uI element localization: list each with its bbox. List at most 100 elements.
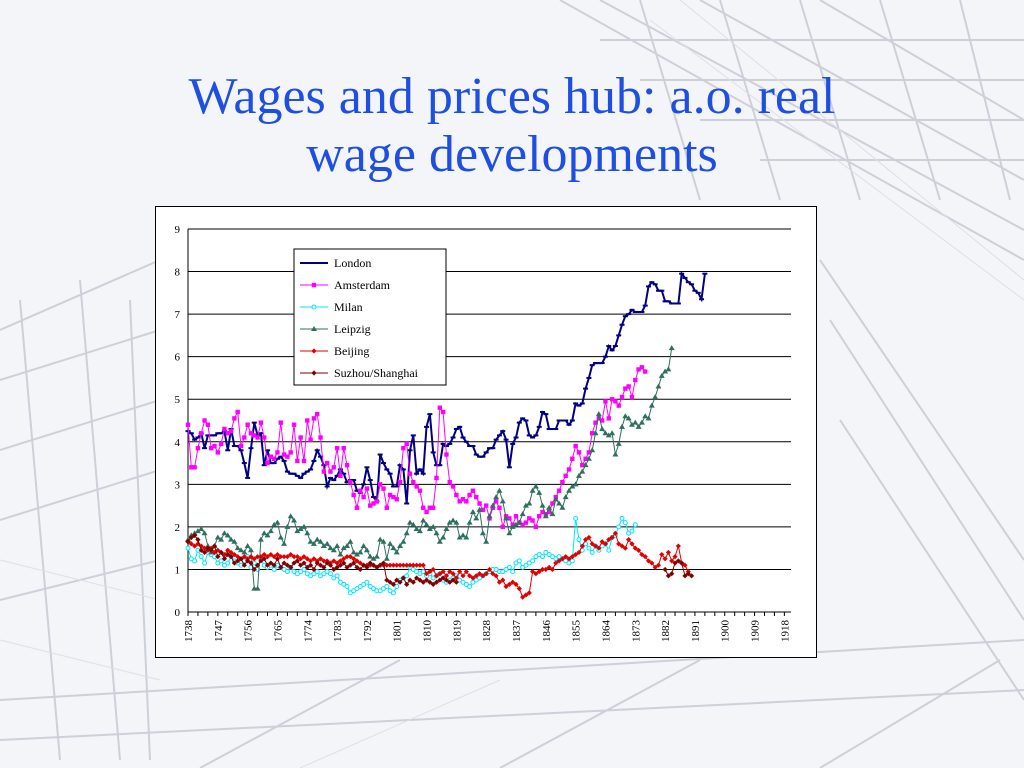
data-point [212,443,217,449]
data-point [662,566,668,573]
data-point [311,262,317,264]
data-point [397,562,403,568]
data-point [212,434,218,437]
data-point [639,551,645,558]
data-point [390,485,396,488]
data-point [592,430,599,436]
data-point [390,581,397,587]
data-point [490,571,496,577]
data-point [550,501,555,506]
data-point [424,425,430,428]
data-point [364,579,370,585]
data-point [499,498,506,504]
data-point [208,434,214,437]
data-point [569,419,575,422]
data-point [602,355,608,358]
data-point [453,428,459,431]
data-point [586,534,592,541]
data-point [373,553,380,559]
data-point [513,436,519,439]
data-point [506,530,513,536]
data-point [632,419,639,425]
data-point [520,417,526,420]
legend-item: Suzhou/Shanghai [300,366,419,380]
data-point [344,543,351,549]
data-point [281,540,288,546]
data-point [377,453,383,456]
data-point [370,562,377,568]
data-point [304,530,311,536]
data-point [265,460,270,466]
data-point [636,367,641,372]
data-point [635,423,642,429]
data-point [248,554,254,560]
x-tick-label: 1756 [243,620,255,643]
data-point [397,480,403,485]
data-point [652,283,658,286]
data-point [357,549,364,555]
data-point [655,562,662,568]
data-point [626,384,631,389]
data-point [407,449,413,452]
data-point [573,515,579,521]
data-point [251,556,257,562]
data-point [503,583,509,590]
data-point [427,579,433,585]
data-point [474,494,479,500]
data-point [391,494,396,500]
x-tick-label: 1819 [451,620,463,643]
data-point [483,538,490,544]
data-point [301,554,307,560]
data-point [341,472,347,475]
data-point [341,556,347,562]
data-point [612,345,618,348]
data-point [573,443,578,449]
data-point [437,577,443,583]
data-point [406,519,413,525]
data-point [294,571,300,577]
data-point [311,326,317,331]
data-point [659,551,665,558]
data-point [632,545,638,551]
data-point [305,418,310,423]
data-point [605,432,612,438]
data-point [321,571,327,577]
data-point [298,569,304,575]
series-lines [185,271,708,600]
data-point [410,562,416,568]
legend-label: Leipzig [334,322,371,336]
data-point [549,554,555,560]
data-point [507,516,512,521]
y-tick-label: 2 [175,522,181,534]
data-point [563,419,569,422]
data-point [470,488,476,493]
data-point [523,562,529,568]
data-point [370,555,377,561]
data-point [513,560,519,566]
data-point [347,554,353,560]
data-point [344,462,350,468]
data-point [520,564,526,570]
data-point [271,462,277,465]
data-point [626,537,632,543]
data-point [337,579,343,585]
data-point [440,409,446,415]
data-point [410,579,416,585]
data-point [669,571,675,577]
data-point [665,549,672,556]
legend-item: London [300,256,371,270]
data-point [457,425,463,428]
data-point [655,289,661,292]
data-point [490,447,496,450]
data-point [513,581,519,587]
data-point [523,419,529,422]
data-point [275,450,280,455]
data-point [357,583,363,589]
data-point [340,545,347,551]
data-point [566,467,572,472]
data-point [301,560,307,566]
data-point [334,543,341,549]
data-point [679,560,685,566]
data-point [344,554,350,560]
data-point [454,492,459,498]
